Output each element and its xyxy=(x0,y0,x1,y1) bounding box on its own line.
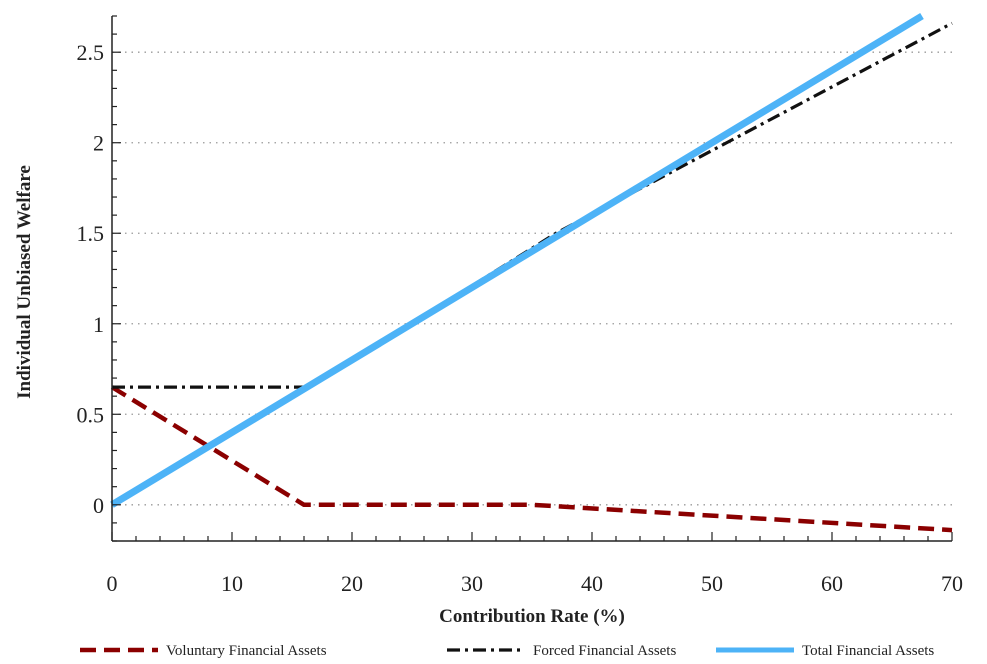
x-tick-label: 70 xyxy=(941,571,963,596)
x-tick-label: 50 xyxy=(701,571,723,596)
series-line-1 xyxy=(112,387,952,530)
y-tick-label: 0.5 xyxy=(77,402,105,427)
y-axis-title: Individual Unbiased Welfare xyxy=(14,165,35,399)
x-tick-label: 60 xyxy=(821,571,843,596)
legend-label-1: Voluntary Financial Assets xyxy=(166,643,327,659)
series-line-3 xyxy=(112,16,922,505)
y-tick-label: 0 xyxy=(93,493,104,518)
y-tick-label: 2.5 xyxy=(77,40,105,65)
x-tick-label: 10 xyxy=(221,571,243,596)
legend-label-3: Total Financial Assets xyxy=(802,643,934,659)
x-tick-label: 40 xyxy=(581,571,603,596)
x-tick-label: 0 xyxy=(107,571,118,596)
x-tick-label: 30 xyxy=(461,571,483,596)
x-tick-label: 20 xyxy=(341,571,363,596)
grid xyxy=(112,52,952,505)
y-tick-label: 1.5 xyxy=(77,221,105,246)
y-tick-label: 2 xyxy=(93,131,104,156)
legend-label-2: Forced Financial Assets xyxy=(533,643,676,659)
plot-area xyxy=(112,16,952,530)
legend: Voluntary Financial Assets Forced Financi… xyxy=(80,643,934,659)
axes: 0 0.5 1 1.5 2 2.5 0 10 20 30 40 50 60 70 xyxy=(77,16,964,596)
y-tick-label: 1 xyxy=(93,312,104,337)
x-axis-title: Contribution Rate (%) xyxy=(439,606,625,627)
